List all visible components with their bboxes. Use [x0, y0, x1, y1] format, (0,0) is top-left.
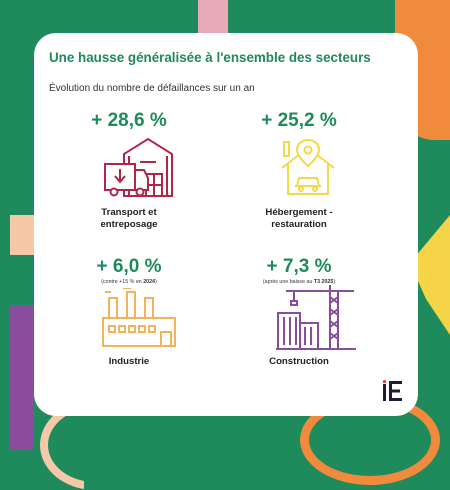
stat-hospitality: + 25,2 % — [224, 110, 374, 132]
house-location-pin-icon — [281, 138, 335, 195]
deco-peach-bar — [10, 215, 34, 255]
warehouse-truck-icon — [104, 137, 173, 197]
page-title: Une hausse généralisée à l'ensemble des … — [49, 50, 371, 65]
stat-value: + 25,2 % — [261, 110, 337, 131]
stat-transport: + 28,6 % — [54, 110, 204, 132]
label-hospitality: Hébergement - restauration — [265, 207, 333, 230]
stat-value: + 7,3 % — [266, 256, 332, 277]
deco-purple-bar — [10, 305, 34, 450]
page-subtitle: Évolution du nombre de défaillances sur … — [49, 83, 255, 94]
label-construction: Construction — [269, 356, 329, 367]
stat-construction: + 7,3 % (après une baisse au T3 2025) — [224, 256, 374, 286]
content-card: Une hausse généralisée à l'ensemble des … — [34, 33, 418, 416]
stat-note: (contre +15 % en 2024) — [101, 279, 157, 285]
stat-note: (après une baisse au T3 2025) — [262, 279, 336, 285]
stat-industry: + 6,0 % (contre +15 % en 2024) — [54, 256, 204, 286]
ie-logo-icon — [382, 380, 402, 401]
label-transport: Transport et entreposage — [100, 207, 158, 230]
stat-value: + 6,0 % — [96, 256, 162, 277]
crane-building-icon — [276, 285, 356, 350]
stat-value: + 28,6 % — [91, 110, 167, 131]
label-industry: Industrie — [108, 356, 150, 367]
factory-icon — [102, 288, 176, 347]
